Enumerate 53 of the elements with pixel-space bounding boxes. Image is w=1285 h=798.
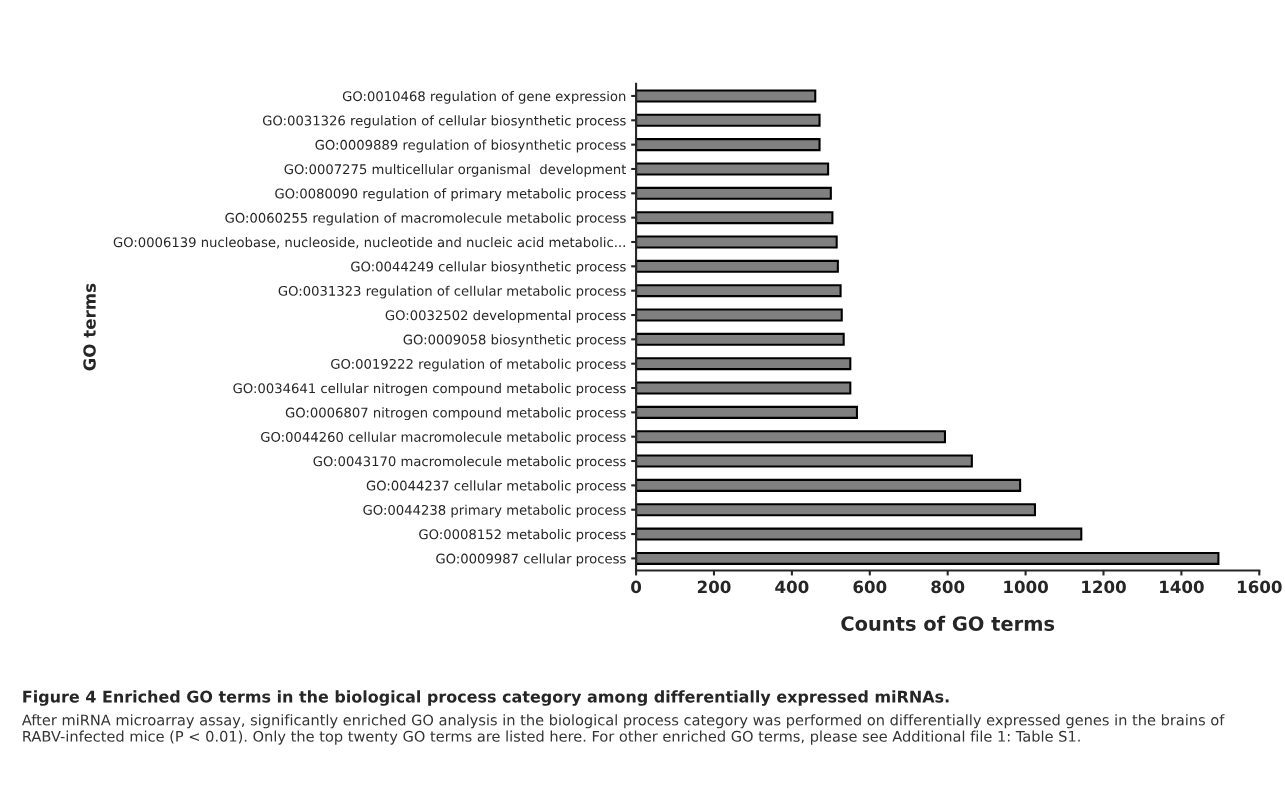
bar (636, 454, 973, 468)
x-tick-label: 0 (631, 580, 642, 594)
y-tick-label: GO:0060255 regulation of macromolecule metabolic process (225, 212, 626, 226)
x-axis-title: Counts of GO terms (841, 615, 1055, 631)
bar (636, 89, 817, 103)
bar (636, 551, 1220, 565)
bar (636, 162, 830, 176)
x-tick-label: 1400 (1160, 580, 1204, 594)
y-tick-label: GO:0031323 regulation of cellular metabolic process (278, 285, 626, 299)
bar (636, 430, 946, 444)
bar (636, 284, 842, 298)
y-tick-label: GO:0034641 cellular nitrogen compound metabolic process (233, 383, 626, 396)
bar (636, 259, 839, 273)
x-tick-label: 600 (853, 580, 887, 594)
y-axis-title: GO terms (83, 283, 96, 371)
y-tick-label: GO:0043170 macromolecule metabolic process (313, 456, 626, 469)
bar (636, 381, 852, 395)
bar (636, 113, 821, 127)
x-tick-label: 1000 (1004, 580, 1048, 594)
y-tick-label: GO:0044238 primary metabolic process (363, 504, 626, 518)
y-tick-label: GO:0006139 nucleobase, nucleoside, nucleotide and nucleic acid metabolic... (113, 236, 625, 249)
text: Figure 4 Enriched GO terms in the biological process category among differentially expressed miRNAs. (23, 690, 949, 706)
y-tick-label: GO:0006807 nitrogen compound metabolic process (285, 407, 626, 421)
y-tick-label: GO:0008152 metabolic process (419, 529, 626, 542)
y-tick-label: GO:0007275 multicellular organismal development (284, 163, 627, 177)
bar (636, 211, 834, 225)
bar (636, 527, 1083, 541)
y-tick-label: GO:0044237 cellular metabolic process (366, 480, 626, 494)
bar (636, 332, 845, 346)
y-tick-label: GO:0019222 regulation of metabolic process (331, 358, 626, 372)
y-tick-label: GO:0010468 regulation of gene expression (342, 90, 626, 104)
bar (636, 186, 832, 200)
bar (636, 503, 1036, 517)
text: After miRNA microarray assay, significantly enriched GO analysis in the biological process category was performed on differentially expressed genes in the brains of RABV-infected mice (P < 0.01). Only the top twenty GO terms are listed here. For other enriched GO terms, please see Additional file 1: Table S1. (21, 714, 1225, 745)
bar (636, 357, 852, 371)
bar (636, 138, 821, 152)
y-tick-label: GO:0032502 developmental process (385, 310, 626, 323)
bar (636, 308, 843, 322)
y-tick-label: GO:0009058 biosynthetic process (403, 334, 626, 348)
y-tick-label: GO:0031326 regulation of cellular biosynthetic process (262, 115, 626, 129)
x-tick-label: 1200 (1082, 580, 1126, 594)
y-tick-label: GO:0009889 regulation of biosynthetic process (315, 139, 626, 153)
bar (636, 405, 858, 419)
bar (636, 478, 1022, 492)
x-tick-label: 1600 (1237, 580, 1282, 594)
x-tick-label: 400 (775, 580, 809, 594)
y-tick-label: GO:0044260 cellular macromolecule metabolic process (261, 431, 626, 445)
x-tick-label: 800 (931, 580, 965, 594)
bar (636, 235, 838, 249)
y-tick-label: GO:0044249 cellular biosynthetic process (351, 261, 626, 275)
y-tick-label: GO:0009987 cellular process (436, 553, 626, 567)
x-tick-label: 200 (697, 580, 731, 594)
y-tick-label: GO:0080090 regulation of primary metabolic process (275, 188, 626, 202)
